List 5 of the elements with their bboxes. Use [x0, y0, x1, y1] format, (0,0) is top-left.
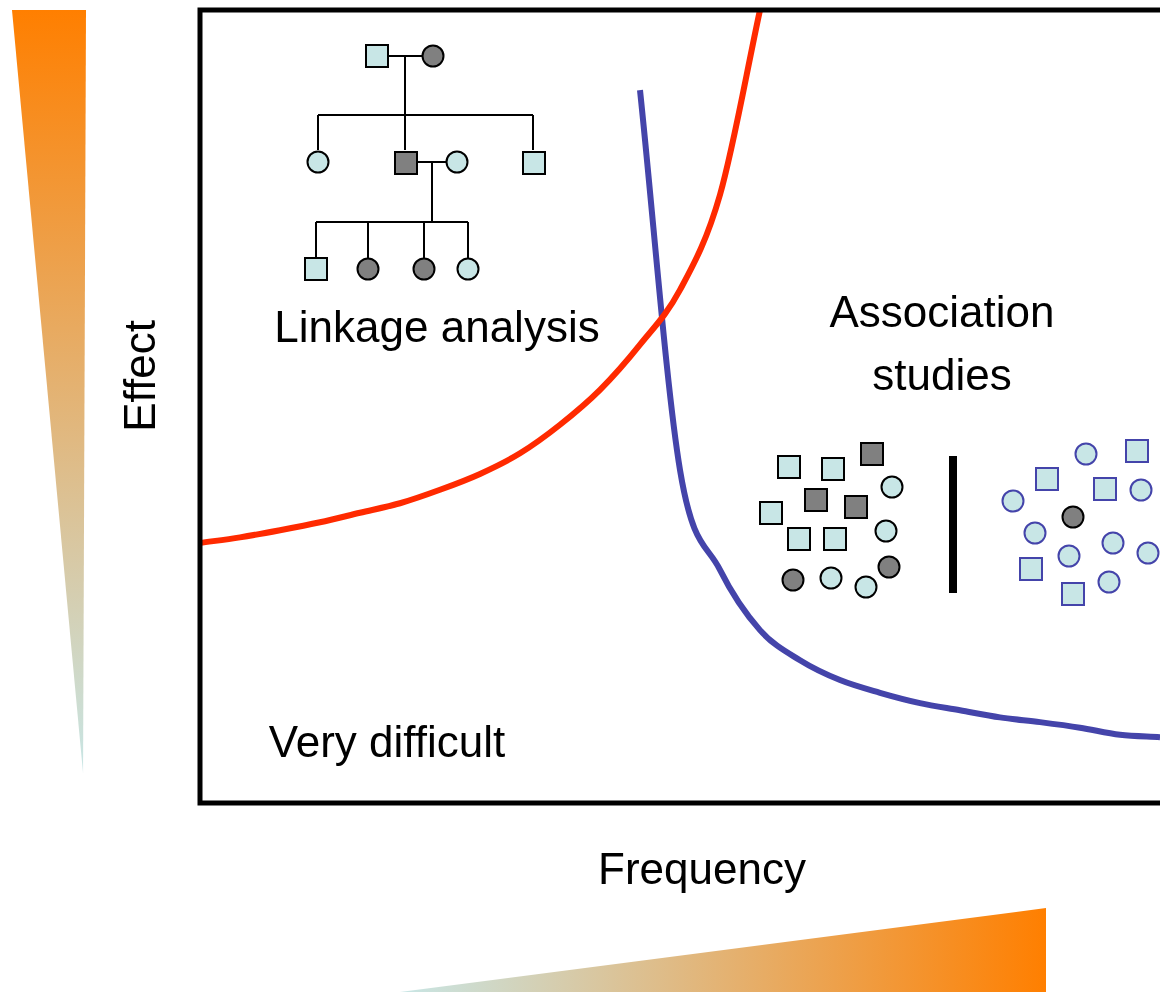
- annotation: Very difficult: [268, 717, 506, 767]
- x-axis-title: Frequency: [598, 844, 806, 894]
- annotation: Linkage analysis: [274, 302, 600, 352]
- annotation: Association studies: [829, 287, 1055, 400]
- y-axis-title: Effect: [115, 320, 165, 432]
